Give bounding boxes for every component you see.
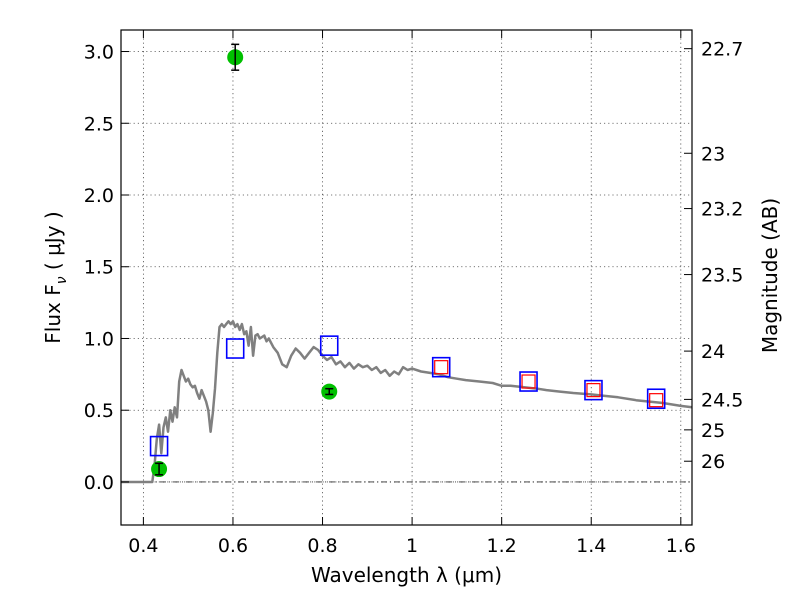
x-tick-label: 1	[406, 535, 418, 557]
magnitude-tick-label: 25	[701, 420, 725, 442]
model-photometry-point	[319, 335, 339, 356]
model-photometry-point	[431, 356, 451, 378]
x-tick-label: 0.4	[128, 535, 158, 557]
model-photometry-point	[646, 388, 666, 410]
catalog-photometry-point	[586, 383, 601, 398]
y-axis-label-unit: ( μJy )	[41, 211, 65, 276]
x-tick-label: 1.2	[487, 535, 517, 557]
secondary-y-axis-label: Magnitude (AB)	[758, 198, 782, 353]
y-tick-label: 0.5	[84, 400, 114, 422]
model-photometry-point	[519, 371, 538, 392]
magnitude-tick-label: 22.7	[701, 39, 743, 61]
axes-frame	[120, 29, 693, 526]
x-axis-label: Wavelength λ (μm)	[311, 563, 502, 587]
y-tick-label: 1.0	[84, 328, 114, 350]
catalog-photometry-point	[434, 360, 449, 375]
catalog-photometry-point	[521, 374, 536, 389]
x-tick-label: 0.6	[218, 535, 248, 557]
model-photometry-point	[225, 338, 245, 359]
y-tick-label: 2.0	[84, 185, 114, 207]
x-tick-label: 0.8	[307, 535, 337, 557]
magnitude-tick-label: 24.5	[701, 389, 743, 411]
y-tick-label: 0.0	[84, 472, 114, 494]
y-tick-label: 2.5	[84, 113, 114, 135]
magnitude-tick-label: 23	[701, 143, 725, 165]
y-axis-label: Flux Fν ( μJy )	[41, 211, 70, 343]
model-photometry-point	[584, 379, 603, 401]
axis-ticks: 0.4 0.6 0.8 1 1.2 1.4 1.6 0.0 0.5 1.0 1.5 2.0 2.5 3.0…	[84, 30, 743, 557]
y-axis-label-main: Flux F	[41, 284, 65, 343]
y-tick-label: 3.0	[84, 42, 114, 64]
model-photometry-point	[149, 435, 169, 457]
y-axis-label-subscript: ν	[54, 276, 70, 284]
catalog-photometry-point	[649, 393, 664, 408]
magnitude-tick-label: 23.2	[701, 199, 743, 221]
grid	[121, 30, 692, 525]
x-tick-label: 1.4	[576, 535, 606, 557]
model-sed-line	[121, 320, 693, 484]
y-tick-label: 1.5	[84, 257, 114, 279]
x-tick-label: 1.6	[666, 535, 696, 557]
magnitude-tick-label: 26	[701, 451, 725, 473]
plot-area	[121, 43, 693, 484]
magnitude-tick-label: 23.5	[701, 265, 743, 287]
magnitude-tick-label: 24	[701, 341, 725, 363]
